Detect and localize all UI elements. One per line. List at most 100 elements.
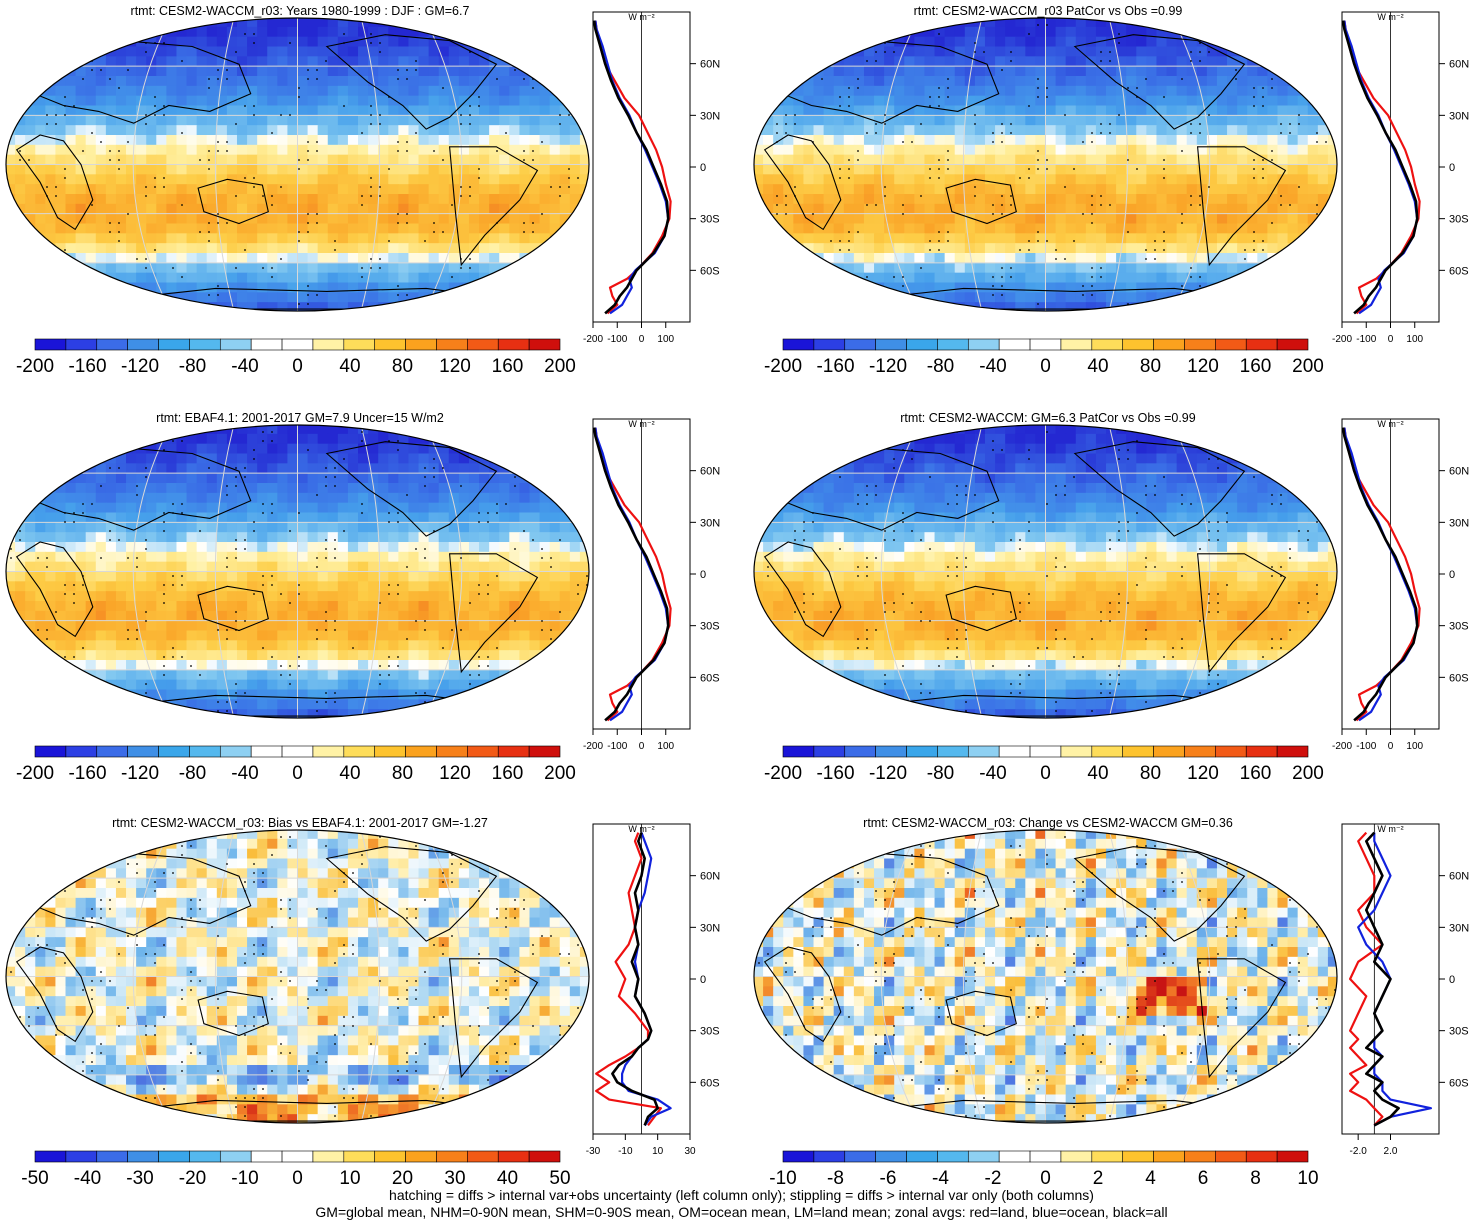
colorbar-swatch <box>1091 1150 1124 1163</box>
profile-x-label: 0 <box>639 334 645 345</box>
colorbar-swatch <box>158 1150 190 1163</box>
colorbar-tick-label: 40 <box>1087 356 1108 377</box>
zonal-profile-2: W m⁻² 60N 30N 0 30S 60S -200 -100 0 100 <box>1332 11 1469 345</box>
colorbar-tick-label: 6 <box>1198 1168 1209 1189</box>
colorbar-tick-label: -80 <box>179 356 206 377</box>
colorbar-swatch <box>281 338 314 351</box>
colorbar-swatch <box>1184 338 1216 351</box>
colorbar-swatch <box>374 338 406 351</box>
profile-unit-label: W m⁻² <box>1377 12 1403 22</box>
map-graticule <box>754 425 1337 718</box>
colorbar-swatch <box>497 338 530 351</box>
profile-lat-label: 60S <box>700 672 720 684</box>
map-border <box>753 829 1338 1124</box>
colorbar-tick-label: -8 <box>827 1168 844 1189</box>
panel-title-1: rtmt: CESM2-WACCM_r03: Years 1980-1999 :… <box>130 4 470 18</box>
colorbar-tick-label: 10 <box>1297 1168 1318 1189</box>
colorbar-swatch <box>1215 745 1247 758</box>
profile-lat-label: 0 <box>700 974 706 986</box>
colorbar-swatch <box>528 745 561 758</box>
colorbar-tick-label: 80 <box>392 356 413 377</box>
profile-lat-label: 60S <box>1449 672 1469 684</box>
profile-x-label: -2.0 <box>1350 1146 1368 1157</box>
profile-unit-label: W m⁻² <box>1377 824 1403 834</box>
profile-lat-label: 60S <box>1449 265 1469 277</box>
profile-lat-label: 60N <box>700 59 720 71</box>
colorbar-tick-label: -120 <box>869 763 907 784</box>
profile-x-label: -200 <box>1332 741 1352 752</box>
colorbar-swatch <box>998 1150 1031 1163</box>
colorbar-tick-label: -30 <box>126 1168 153 1189</box>
colorbar-swatch <box>1060 338 1093 351</box>
panel-title-2: rtmt: CESM2-WACCM_r03 PatCor vs Obs =0.9… <box>913 4 1183 18</box>
colorbar-tick-label: 160 <box>1240 356 1272 377</box>
colorbar-swatch <box>343 1150 376 1163</box>
map-graticule <box>6 830 589 1123</box>
colorbar-swatch <box>1029 745 1062 758</box>
colorbar-tick-label: -10 <box>231 1168 258 1189</box>
profile-x-label: -100 <box>607 334 627 345</box>
map-panel-1 <box>5 17 590 312</box>
colorbar-swatch <box>127 745 159 758</box>
profile-x-label: 100 <box>1406 334 1423 345</box>
colorbar-5: -50 -40 -30 -20 -10 0 10 20 30 40 50 <box>21 1150 571 1189</box>
colorbar-tick-label: -160 <box>68 763 106 784</box>
colorbar-swatch <box>1091 745 1124 758</box>
colorbar-swatch <box>875 1150 907 1163</box>
profile-lat-label: 0 <box>1449 569 1455 581</box>
colorbar-swatch <box>343 745 376 758</box>
colorbar-swatch <box>1122 745 1154 758</box>
colorbar-swatch <box>1245 1150 1278 1163</box>
colorbar-swatch <box>312 338 345 351</box>
colorbar-tick-label: -80 <box>179 763 206 784</box>
profile-lat-label: 30N <box>700 922 720 934</box>
colorbar-tick-label: 160 <box>492 356 524 377</box>
colorbar-tick-label: -160 <box>68 356 106 377</box>
colorbar-tick-label: 40 <box>1087 763 1108 784</box>
profile-lat-label: 60N <box>1449 871 1469 883</box>
colorbar-swatch <box>937 1150 969 1163</box>
colorbar-tick-label: -120 <box>121 763 159 784</box>
colorbar-tick-label: 8 <box>1250 1168 1261 1189</box>
colorbar-tick-label: 20 <box>392 1168 413 1189</box>
colorbar-swatch <box>906 1150 938 1163</box>
footer-note-hatching: hatching = diffs > internal var+obs unce… <box>389 1187 1094 1203</box>
colorbar-tick-label: -160 <box>816 356 854 377</box>
map-border <box>5 829 590 1124</box>
colorbar-swatch <box>65 745 98 758</box>
colorbar-tick-label: 160 <box>1240 763 1272 784</box>
colorbar-swatch <box>844 338 876 351</box>
colorbar-tick-label: 120 <box>439 763 471 784</box>
colorbar-swatch <box>1245 745 1278 758</box>
colorbar-swatch <box>436 1150 468 1163</box>
colorbar-swatch <box>467 338 499 351</box>
colorbar-tick-label: 200 <box>1292 356 1324 377</box>
colorbar-swatch <box>875 745 907 758</box>
map-graticule <box>754 830 1337 1123</box>
colorbar-swatch <box>906 745 938 758</box>
profile-lat-label: 60S <box>700 1077 720 1089</box>
colorbar-swatch <box>1184 745 1216 758</box>
colorbar-swatch <box>1122 338 1154 351</box>
colorbar-tick-label: 2 <box>1093 1168 1104 1189</box>
profile-x-label: 0 <box>639 741 645 752</box>
colorbar-swatch <box>189 745 221 758</box>
colorbar-swatch <box>782 745 815 758</box>
colorbar-swatch <box>467 1150 499 1163</box>
colorbar-swatch <box>127 1150 159 1163</box>
colorbar-swatch <box>1091 338 1124 351</box>
zonal-profile-6: W m⁻² 60N 30N 0 30S 60S -2.0 2.0 <box>1341 823 1469 1157</box>
profile-series-all <box>1341 427 1419 722</box>
colorbar-swatch <box>967 745 1000 758</box>
profile-x-label: 30 <box>684 1146 696 1157</box>
colorbar-tick-label: 120 <box>1187 763 1219 784</box>
zonal-profile-1: W m⁻² 60N 30N 0 30S 60S -200 -100 0 100 <box>583 11 720 345</box>
colorbar-2: -200 -160 -120 -80 -40 0 40 80 120 160 200 <box>764 338 1324 377</box>
profile-lat-label: 30S <box>1449 1026 1469 1038</box>
zonal-profile-4: W m⁻² 60N 30N 0 30S 60S -200 -100 0 100 <box>1332 418 1469 752</box>
colorbar-tick-label: -4 <box>932 1168 949 1189</box>
map-border <box>753 424 1338 719</box>
colorbar-swatch <box>250 745 283 758</box>
colorbar-swatch <box>1029 1150 1062 1163</box>
colorbar-swatch <box>65 338 98 351</box>
